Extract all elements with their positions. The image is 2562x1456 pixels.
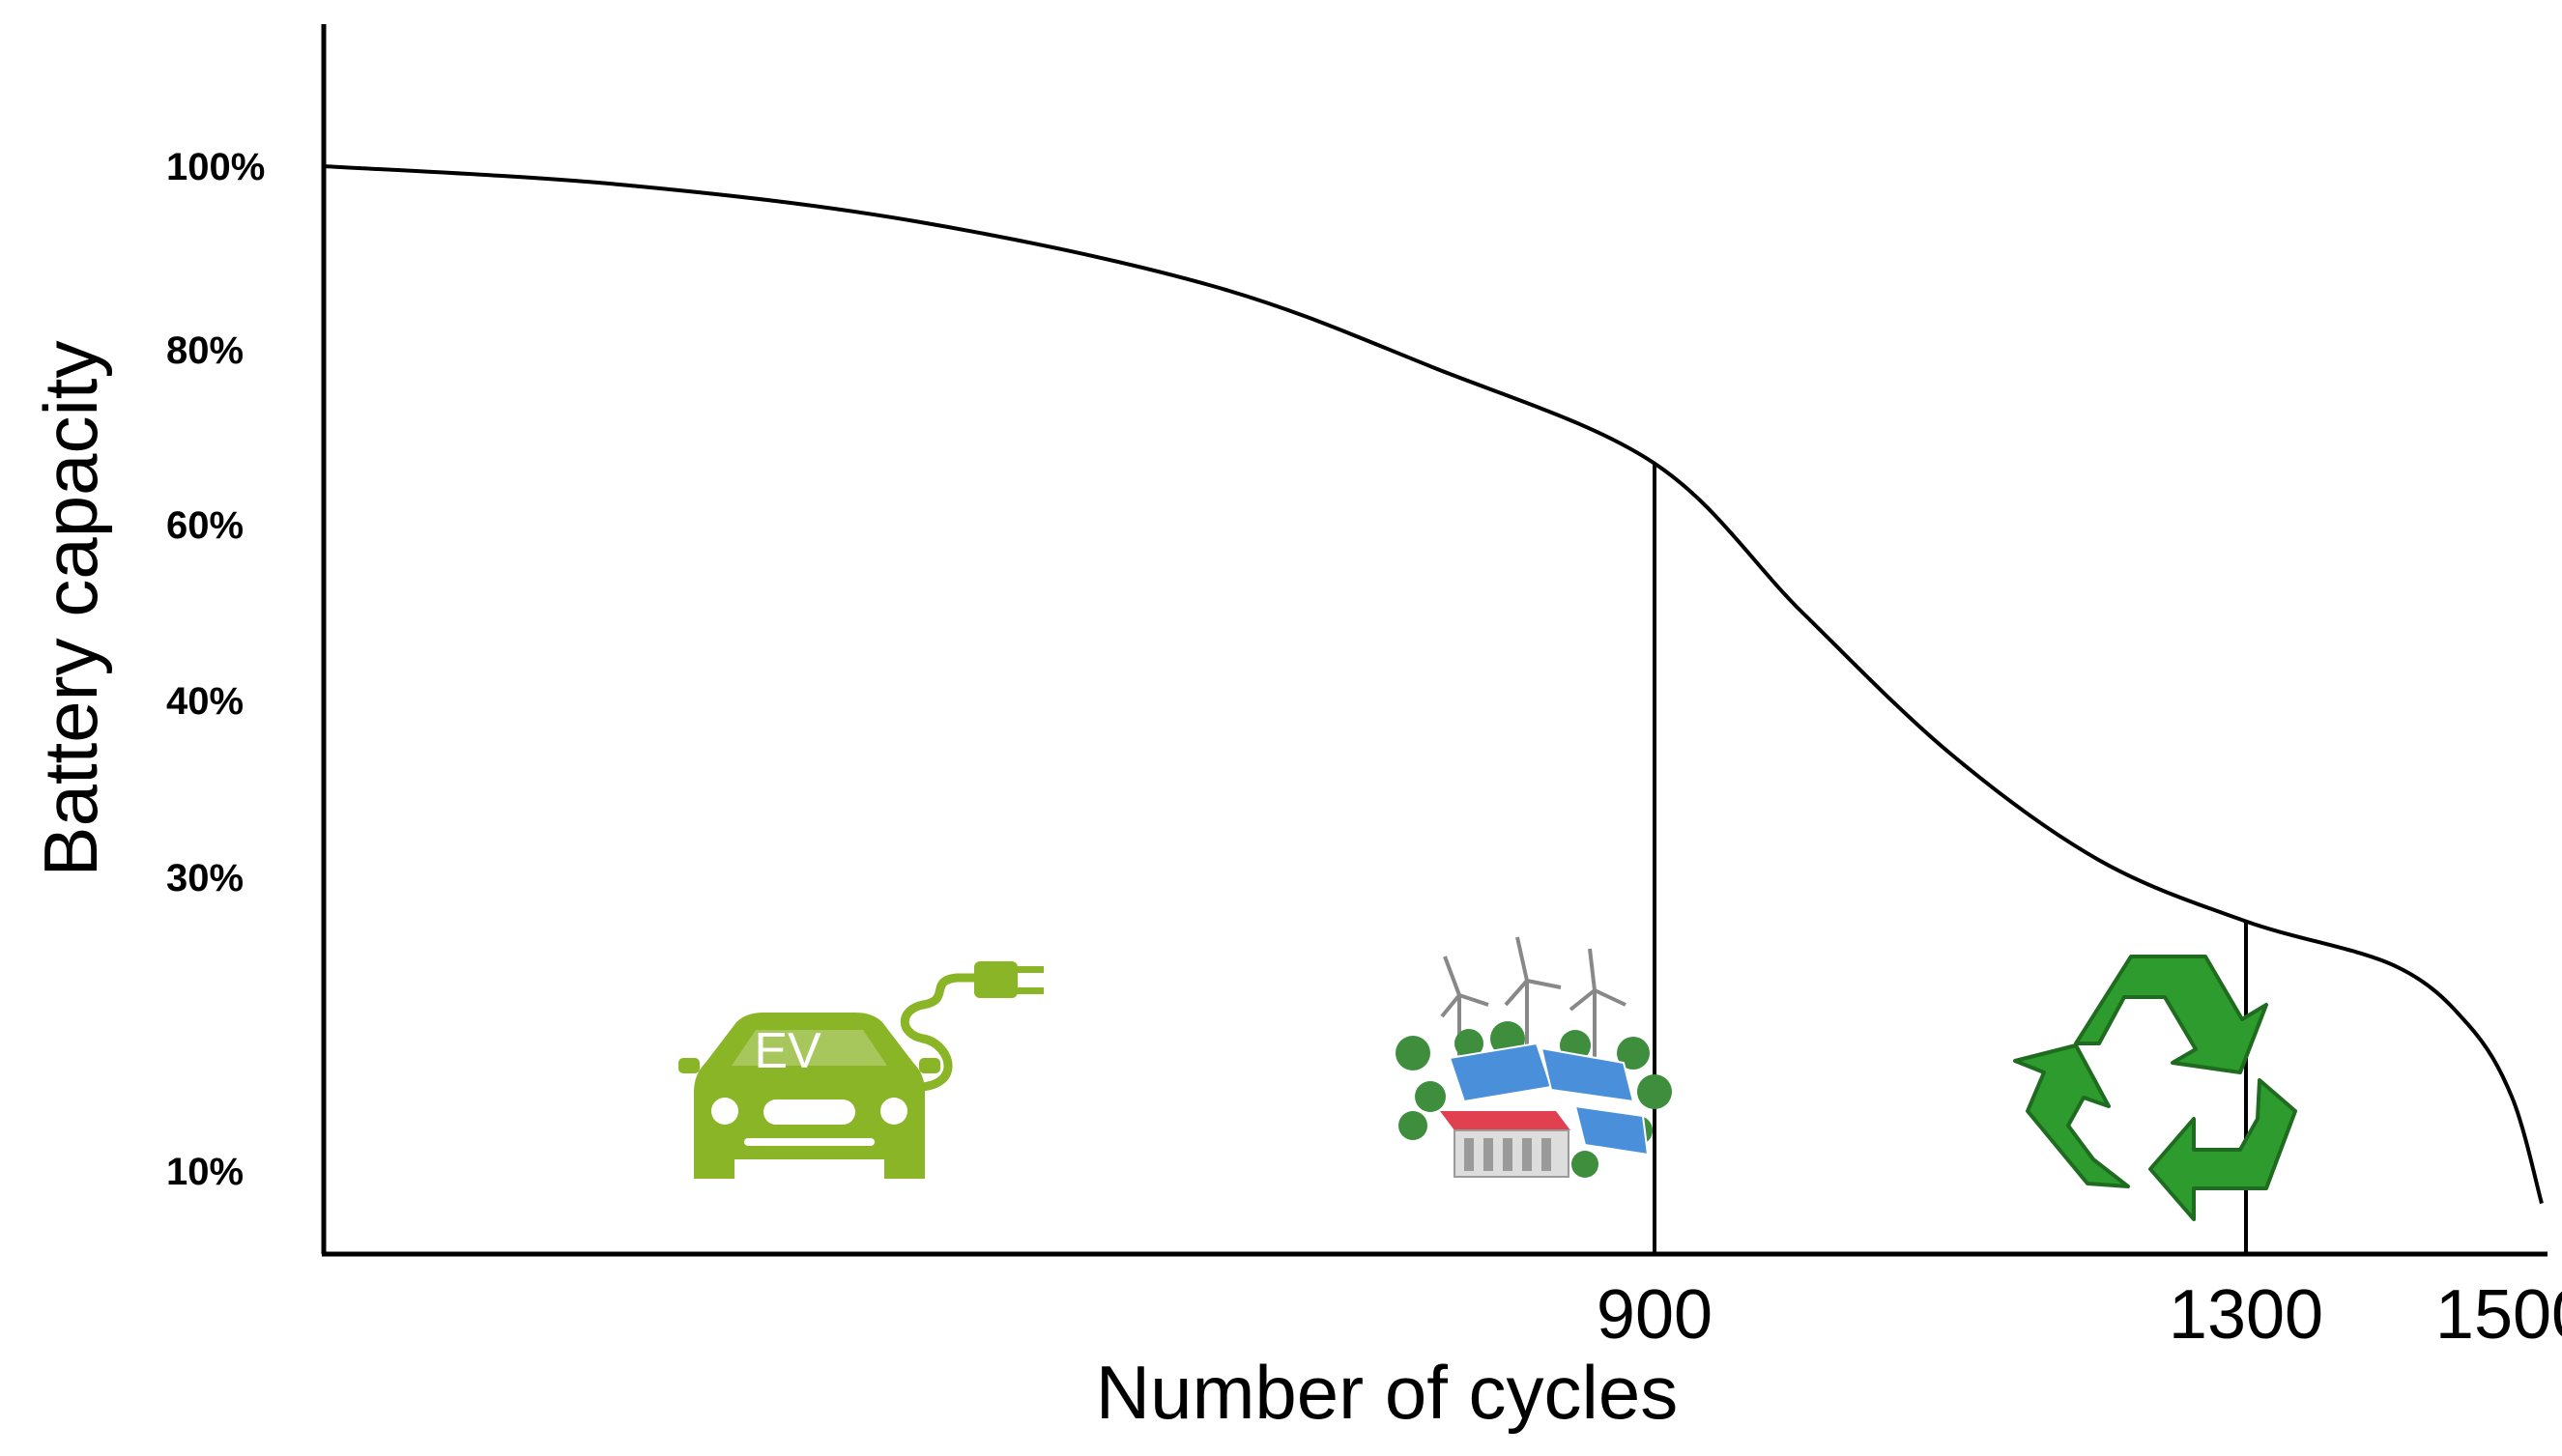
renewable-energy-storage-icon (1396, 936, 1672, 1178)
x-tick-label: 1500 (2435, 1276, 2562, 1354)
x-tick-label: 1300 (2169, 1276, 2323, 1354)
y-tick-label: 100% (166, 146, 265, 188)
electric-vehicle-icon: EV (678, 961, 1044, 1179)
y-tick-label: 10% (166, 1151, 244, 1193)
ev-icon-label: EV (754, 1023, 821, 1079)
y-tick-label: 40% (166, 680, 244, 723)
capacity-curve (323, 164, 2544, 1205)
y-tick-label: 80% (166, 329, 244, 372)
y-tick-label: 30% (166, 857, 244, 899)
recycle-icon (2013, 955, 2297, 1221)
y-axis-title: Battery capacity (28, 341, 113, 877)
y-tick-label: 60% (166, 504, 244, 547)
x-axis-title: Number of cycles (1096, 1350, 1679, 1435)
x-tick-label: 900 (1597, 1276, 1713, 1354)
